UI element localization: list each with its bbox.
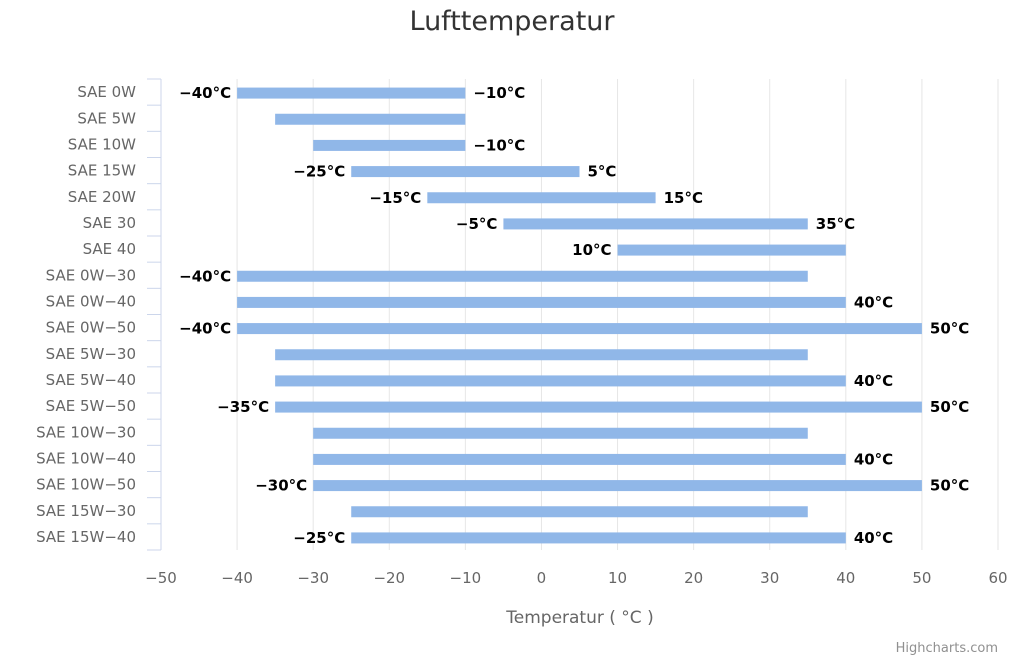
x-tick-label: −50 [145,569,177,587]
range-bars [237,87,922,544]
category-label: SAE 5W−50 [46,397,136,415]
x-tick-label: −30 [297,569,329,587]
range-bar [503,218,808,230]
low-data-label: −40°C [179,84,231,102]
high-data-label: 50°C [930,398,969,416]
category-label: SAE 10W−40 [36,449,136,467]
x-tick-label: 50 [912,569,931,587]
x-tick-label: 0 [537,569,547,587]
x-axis-title: Temperatur ( °C ) [505,608,653,628]
range-bar [237,270,808,282]
range-bar [617,244,846,256]
chart-title: Lufttemperatur [410,6,616,37]
low-data-label: −25°C [293,529,345,547]
category-label: SAE 10W [68,135,136,153]
range-bar [275,401,922,413]
x-tick-label: −20 [373,569,405,587]
category-label: SAE 15W−30 [36,502,136,520]
x-tick-label: −40 [221,569,253,587]
high-data-label: 50°C [930,320,969,338]
high-data-label: 40°C [854,450,893,468]
high-data-label: 40°C [854,529,893,547]
range-bar [313,139,466,151]
range-bar [313,480,922,492]
high-data-label: 15°C [664,189,703,207]
high-data-label: −10°C [473,84,525,102]
high-data-label: 50°C [930,477,969,495]
credits-link[interactable]: Highcharts.com [896,641,998,656]
low-data-label: −25°C [293,163,345,181]
range-bar [237,296,846,308]
low-data-label: −40°C [179,320,231,338]
high-data-label: 5°C [588,163,617,181]
x-tick-label: 60 [988,569,1007,587]
range-bar [275,113,466,125]
x-tick-label: 10 [608,569,627,587]
category-label: SAE 0W [77,83,136,101]
range-bar [313,427,808,439]
data-labels: −40°C −10°C −10°C −25°C 5°C −15°C 15°C −5°C 35°C… [179,84,969,547]
low-data-label: −15°C [369,189,421,207]
range-bar [275,349,808,361]
low-data-label: 10°C [572,241,611,259]
high-data-label: −10°C [473,136,525,154]
category-label: SAE 30 [83,214,136,232]
x-tick-label: 40 [836,569,855,587]
range-bar [351,532,846,544]
high-data-label: 40°C [854,293,893,311]
x-axis-tick-labels: −50 −40 −30 −20 −10 0 10 20 30 40 50 60 [145,569,1007,587]
category-label: SAE 10W−50 [36,476,136,494]
category-label: SAE 20W [68,188,136,206]
high-data-label: 35°C [816,215,855,233]
category-label: SAE 15W [68,162,136,180]
range-bar [351,166,580,178]
high-data-label: 40°C [854,372,893,390]
category-label: SAE 5W−30 [46,345,136,363]
category-label: SAE 0W−40 [46,292,136,310]
range-bar [237,323,922,335]
category-label: SAE 10W−30 [36,423,136,441]
grid-lines [236,79,999,550]
x-tick-label: 20 [684,569,703,587]
category-label: SAE 15W−40 [36,528,136,546]
category-labels: SAE 0W SAE 5W SAE 10W SAE 15W SAE 20W SAE 30 S… [36,83,136,546]
low-data-label: −30°C [255,477,307,495]
range-bar [237,87,466,99]
low-data-label: −5°C [456,215,498,233]
range-bar [313,453,846,465]
category-label: SAE 40 [83,240,136,258]
category-label: SAE 5W−40 [46,371,136,389]
range-bar [275,375,846,387]
category-label: SAE 0W−30 [46,266,136,284]
category-axis [147,78,162,551]
range-bar [351,506,808,518]
x-tick-label: −10 [450,569,482,587]
range-bar [427,192,656,204]
x-tick-label: 30 [760,569,779,587]
low-data-label: −40°C [179,267,231,285]
category-label: SAE 5W [77,109,136,127]
category-label: SAE 0W−50 [46,319,136,337]
low-data-label: −35°C [217,398,269,416]
